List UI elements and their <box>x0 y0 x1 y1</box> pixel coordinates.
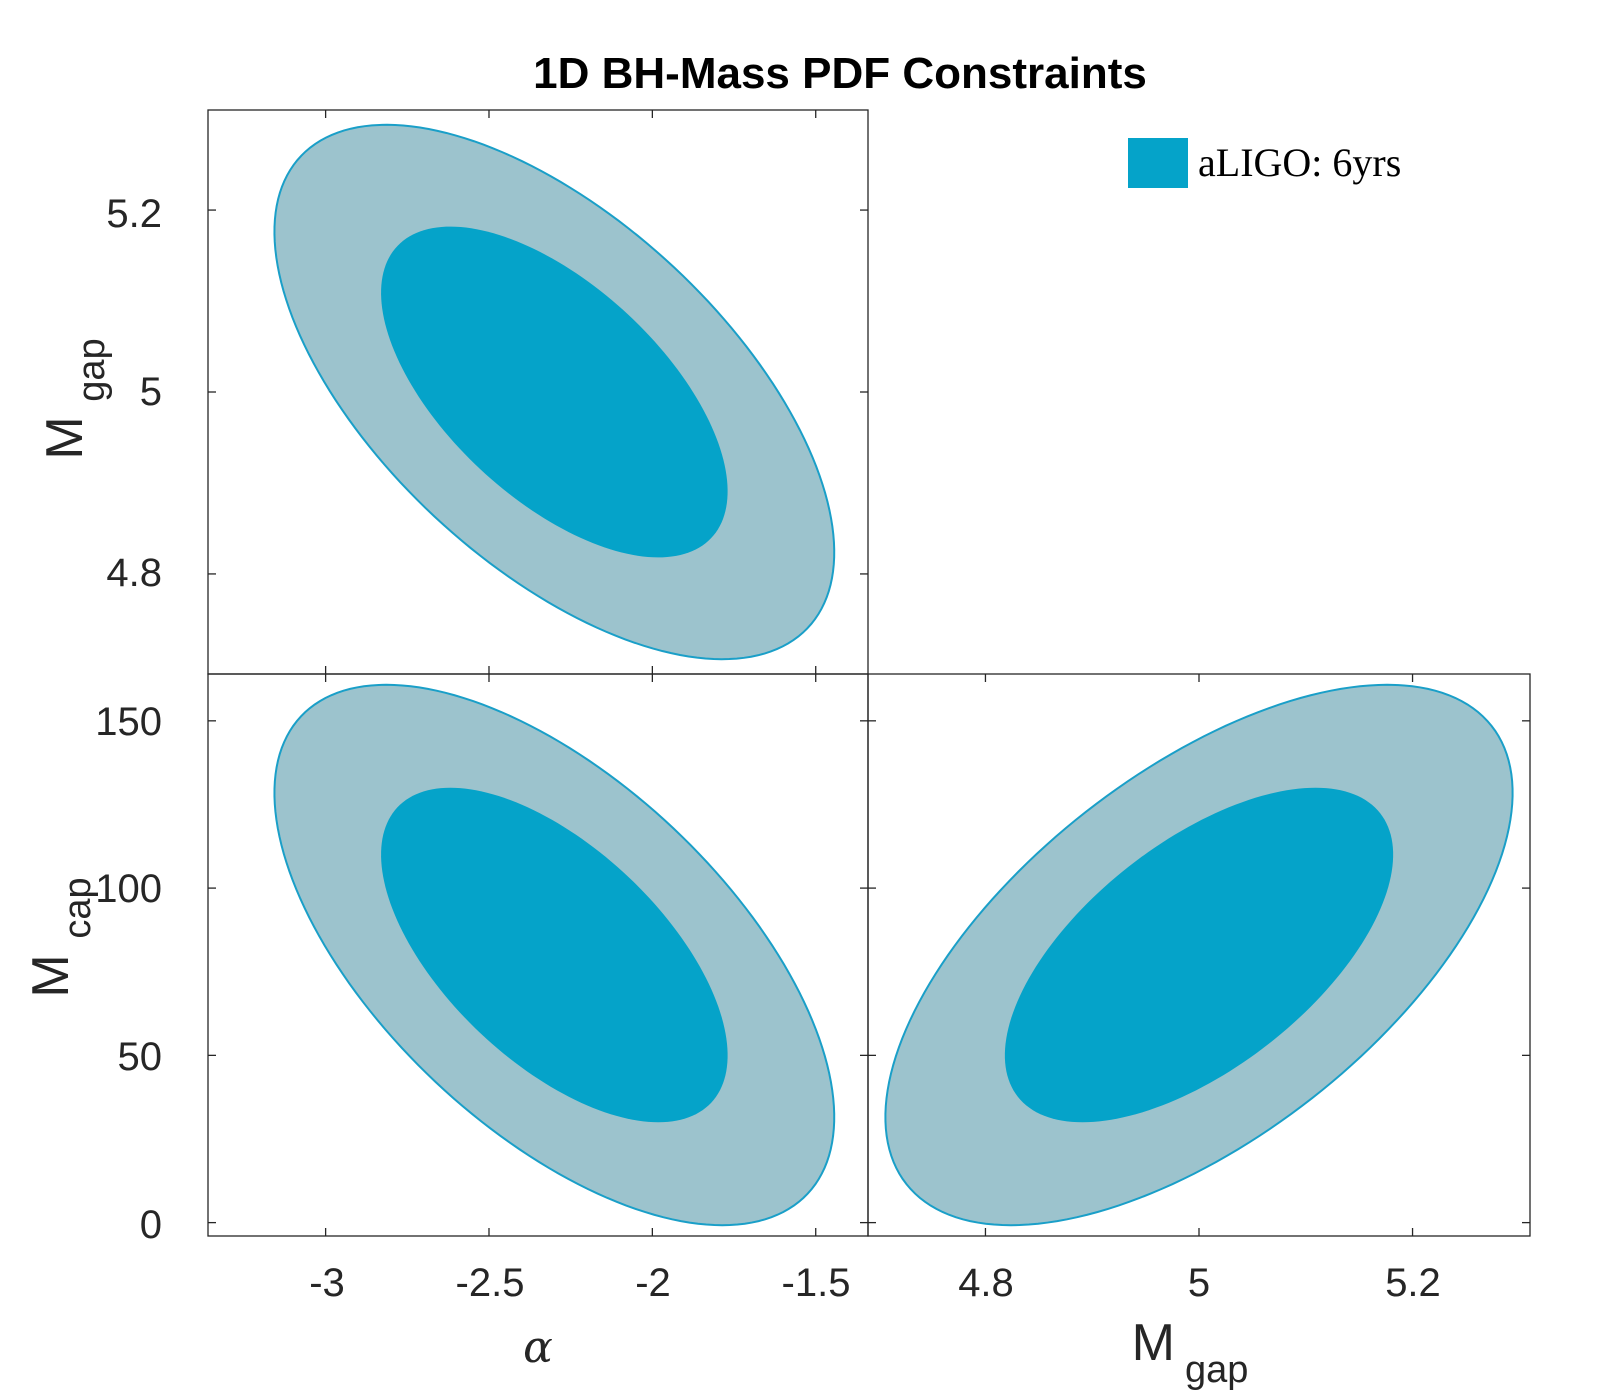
xtick-label-mgap-4.8: 4.8 <box>958 1261 1014 1305</box>
ytick-label-mcap-150: 150 <box>95 700 162 744</box>
tick-marks <box>208 110 1530 1236</box>
xtick-label-alpha--2.5: -2.5 <box>456 1261 525 1305</box>
contour-1sigma-bottom-right <box>1004 787 1394 1123</box>
xlabel-alpha: α <box>523 1322 553 1373</box>
xtick-label-alpha--2: -2 <box>635 1261 671 1305</box>
ylabel-mcap-main: M <box>22 954 80 997</box>
legend-label: aLIGO: 6yrs <box>1198 140 1401 185</box>
xtick-label-mgap-5.2: 5.2 <box>1385 1261 1441 1305</box>
ylabel-mcap-sub: cap <box>57 877 99 938</box>
ylabel-mgap-main: M <box>36 416 94 459</box>
contour-1sigma-bottom-left <box>381 787 728 1123</box>
ytick-label-mgap-5: 5 <box>140 370 162 414</box>
panel-alpha-vs-mcap <box>273 683 836 1227</box>
panel-alpha-vs-mgap <box>273 123 836 661</box>
ytick-label-mgap-4.8: 4.8 <box>106 551 162 595</box>
legend-swatch <box>1128 138 1188 188</box>
panel-mgap-vs-mcap <box>884 683 1514 1227</box>
xtick-label-alpha--3: -3 <box>309 1261 345 1305</box>
xlabel-mgap-main: M <box>1132 1314 1175 1372</box>
ylabel-mcap: M cap <box>22 877 99 997</box>
ytick-label-mgap-5.2: 5.2 <box>106 192 162 236</box>
xlabel-mgap: M gap <box>1132 1314 1249 1391</box>
svg-text:M gap: M gap <box>36 338 113 459</box>
figure-title: 1D BH-Mass PDF Constraints <box>533 49 1147 98</box>
ytick-label-mcap-50: 50 <box>118 1035 163 1079</box>
xtick-label-mgap-5: 5 <box>1188 1261 1210 1305</box>
xtick-label-alpha--1.5: -1.5 <box>782 1261 851 1305</box>
ytick-label-mcap-100: 100 <box>95 867 162 911</box>
ylabel-mgap-sub: gap <box>71 338 113 401</box>
ylabel-mgap: M gap <box>36 338 113 459</box>
ytick-label-mcap-0: 0 <box>140 1203 162 1247</box>
contour-1sigma-top-left <box>381 226 728 558</box>
xlabel-mgap-sub: gap <box>1185 1349 1248 1391</box>
svg-text:M cap: M cap <box>22 877 99 997</box>
